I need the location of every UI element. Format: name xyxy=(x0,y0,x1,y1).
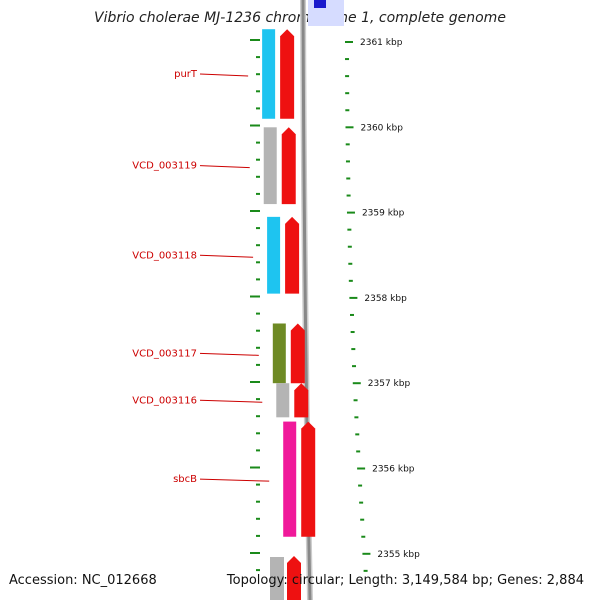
gene-label: VCD_003116 xyxy=(132,395,197,406)
label-leader xyxy=(199,399,263,403)
genome-summary: Topology: circular; Length: 3,149,584 bp… xyxy=(226,573,584,588)
top-highlight-mark xyxy=(314,0,326,8)
label-leader xyxy=(199,254,254,258)
label-leader xyxy=(199,352,259,356)
gene-box xyxy=(272,323,286,384)
label-leader xyxy=(199,165,250,169)
scale-label: 2355 kbp xyxy=(377,550,420,560)
map-title: Vibrio cholerae MJ-1236 chromosome 1, co… xyxy=(94,10,506,26)
left-tick-marks xyxy=(250,39,260,572)
gene-arrow xyxy=(285,216,300,294)
scale-label: 2359 kbp xyxy=(362,209,405,219)
gene-box xyxy=(267,216,281,294)
gene-label: VCD_003117 xyxy=(132,348,197,359)
scale-ticks: 2361 kbp 2360 kbp 2359 kbp 2358 kbp 2357 kbp… xyxy=(345,38,420,572)
scale-label: 2361 kbp xyxy=(360,38,403,48)
gene-arrow-partial xyxy=(287,556,301,600)
gene-box xyxy=(263,127,277,205)
gene-labels: purT VCD_003119 VCD_003118 VCD_003117 VCD_00… xyxy=(132,69,270,485)
scale-label: 2357 kbp xyxy=(368,379,411,389)
gene-box xyxy=(262,29,276,119)
gene-label: purT xyxy=(174,69,198,80)
gene-arrow xyxy=(290,323,305,384)
gene-label: sbcB xyxy=(173,474,197,485)
scale-label: 2358 kbp xyxy=(364,294,407,304)
scale-label: 2356 kbp xyxy=(372,465,415,475)
scale-label: 2360 kbp xyxy=(361,123,404,133)
gene-label: VCD_003118 xyxy=(132,250,197,261)
gene-track xyxy=(262,29,316,600)
gene-box-partial xyxy=(270,557,284,600)
label-leader xyxy=(199,478,270,482)
gene-arrow xyxy=(281,127,296,205)
gene-arrow xyxy=(294,383,309,418)
label-leader xyxy=(199,73,249,77)
accession-text: Accession: NC_012668 xyxy=(9,573,157,588)
gene-box xyxy=(276,383,290,418)
gene-label: VCD_003119 xyxy=(132,161,197,172)
gene-arrow xyxy=(301,421,316,537)
gene-arrow xyxy=(280,29,295,119)
gene-box xyxy=(283,421,297,537)
